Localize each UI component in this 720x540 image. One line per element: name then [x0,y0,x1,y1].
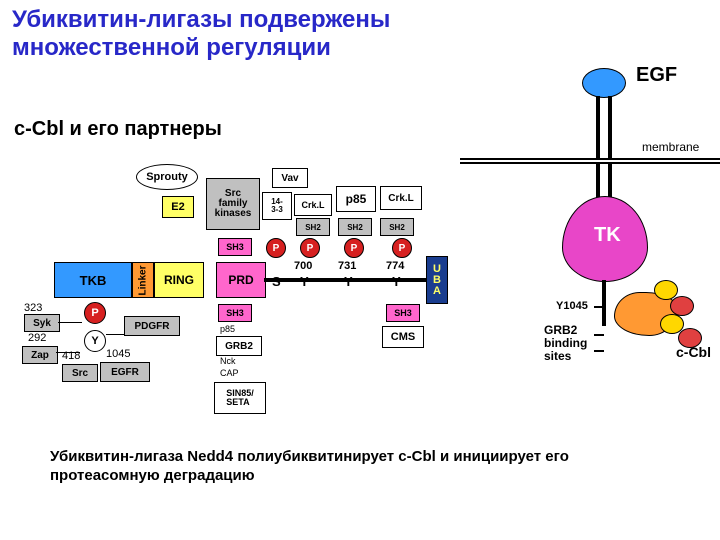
crkl-1: Crk.L [294,194,332,216]
syk: Syk [24,314,60,332]
membrane-label: membrane [642,140,699,154]
sprouty: Sprouty [136,164,198,190]
conn-2 [56,352,80,353]
grb2: GRB2 [216,336,262,356]
vav: Vav [272,168,308,188]
sin85: SIN85/ SETA [214,382,266,414]
y1045-tick [594,306,604,308]
sh3-mid: SH3 [218,304,252,322]
linker: Linker [132,262,154,298]
n292: 292 [28,332,46,344]
s-label: S [272,274,281,289]
crkl-2: Crk.L [380,186,422,210]
egf-label: EGF [636,64,677,87]
pdgfr: PDGFR [124,316,180,336]
y-tkb: Y [84,330,106,352]
conn-1 [58,322,82,323]
sh2-1: SH2 [296,218,330,236]
main-title: Убиквитин-лигазы подвержены множественно… [12,6,552,61]
y-700: Y [300,274,309,289]
cap: CAP [220,368,239,378]
e2: E2 [162,196,194,218]
p-1: P [266,238,286,258]
src-family: Src family kinases [206,178,260,230]
p-4: P [392,238,412,258]
p-2: P [300,238,320,258]
t1433: 14- 3-3 [262,192,292,220]
zap: Zap [22,346,58,364]
n731: 731 [338,260,356,272]
ub-2 [670,296,694,316]
cms: CMS [382,326,424,348]
y-731: Y [344,274,353,289]
tkb: TKB [54,262,132,298]
y-774: Y [392,274,401,289]
prd: PRD [216,262,266,298]
grb2-tick1 [594,334,604,336]
sh3-right: SH3 [386,304,420,322]
src-box: Src [62,364,98,382]
uba: U B A [426,256,448,304]
nck: Nck [220,356,236,366]
linker-text: Linker [138,265,149,295]
footnote: Убиквитин-лигаза Nedd4 полиубиквитинируе… [50,448,670,486]
n323: 323 [24,302,42,314]
sh2-3: SH2 [380,218,414,236]
tk-label: TK [594,224,621,247]
subtitle: c-Cbl и его партнеры [14,118,222,141]
receptor-tail [602,280,606,326]
receptor-stem-l [596,96,600,160]
sh3-top: SH3 [218,238,252,256]
grb2-tick2 [594,350,604,352]
receptor-stem-r [608,96,612,160]
egfr: EGFR [100,362,150,382]
ccbl-label: c-Cbl [676,344,711,360]
p85-small: p85 [220,324,235,334]
n1045: 1045 [106,348,130,360]
n700: 700 [294,260,312,272]
p85-big: p85 [336,186,376,212]
membrane [460,158,720,164]
n774: 774 [386,260,404,272]
y1045-label: Y1045 [556,300,588,312]
conn-3 [106,334,124,335]
sh2-2: SH2 [338,218,372,236]
egf-ligand [582,68,626,98]
p-tkb: P [84,302,106,324]
grb2-sites: GRB2 binding sites [544,324,587,364]
ring: RING [154,262,204,298]
p-3: P [344,238,364,258]
